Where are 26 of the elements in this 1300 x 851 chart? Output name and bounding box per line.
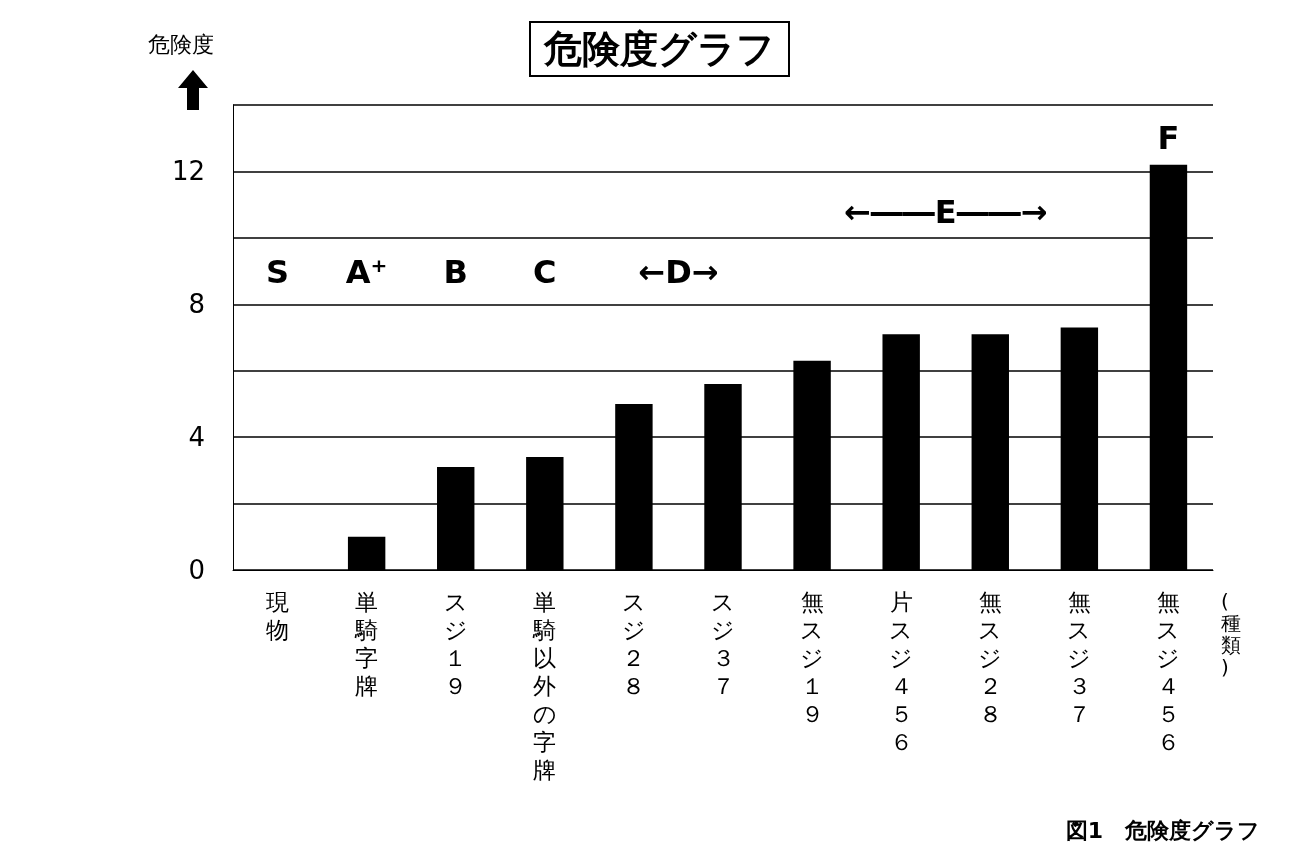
x-tick-label: スジ３７ bbox=[711, 589, 735, 699]
annotation: ←D→ bbox=[638, 253, 719, 292]
x-tick-label: 現物 bbox=[266, 589, 290, 643]
annotation: F bbox=[1157, 118, 1180, 157]
y-axis-title: 危険度 bbox=[148, 31, 214, 59]
x-tick-label: スジ１９ bbox=[443, 589, 468, 699]
x-axis-title: (種類) bbox=[1221, 589, 1241, 679]
x-tick-label: 無スジ３７ bbox=[1067, 589, 1092, 727]
x-tick-label: 無スジ１９ bbox=[800, 589, 825, 727]
x-tick-label: 無スジ４５６ bbox=[1156, 589, 1181, 755]
chart-title: 危険度グラフ bbox=[543, 27, 775, 71]
annotation: B bbox=[443, 253, 468, 292]
y-tick-label: 4 bbox=[188, 422, 205, 453]
annotation: S bbox=[266, 253, 290, 292]
caption: 図1 危険度グラフ bbox=[1065, 817, 1260, 843]
x-tick-label: 無スジ２８ bbox=[978, 589, 1003, 727]
x-tick-label: 単騎以外の字牌 bbox=[532, 589, 557, 783]
y-tick-label: 12 bbox=[171, 156, 205, 187]
x-tick-label: 片スジ４５６ bbox=[889, 589, 914, 755]
y-tick-label: 0 bbox=[188, 555, 205, 585]
x-tick-label: スジ２８ bbox=[621, 589, 646, 699]
x-tick-label: 単騎字牌 bbox=[354, 589, 379, 699]
annotation: C bbox=[533, 253, 557, 292]
y-tick-label: 8 bbox=[188, 289, 205, 320]
annotation: A⁺ bbox=[345, 253, 388, 292]
annotation: ←――E――→ bbox=[843, 192, 1048, 231]
